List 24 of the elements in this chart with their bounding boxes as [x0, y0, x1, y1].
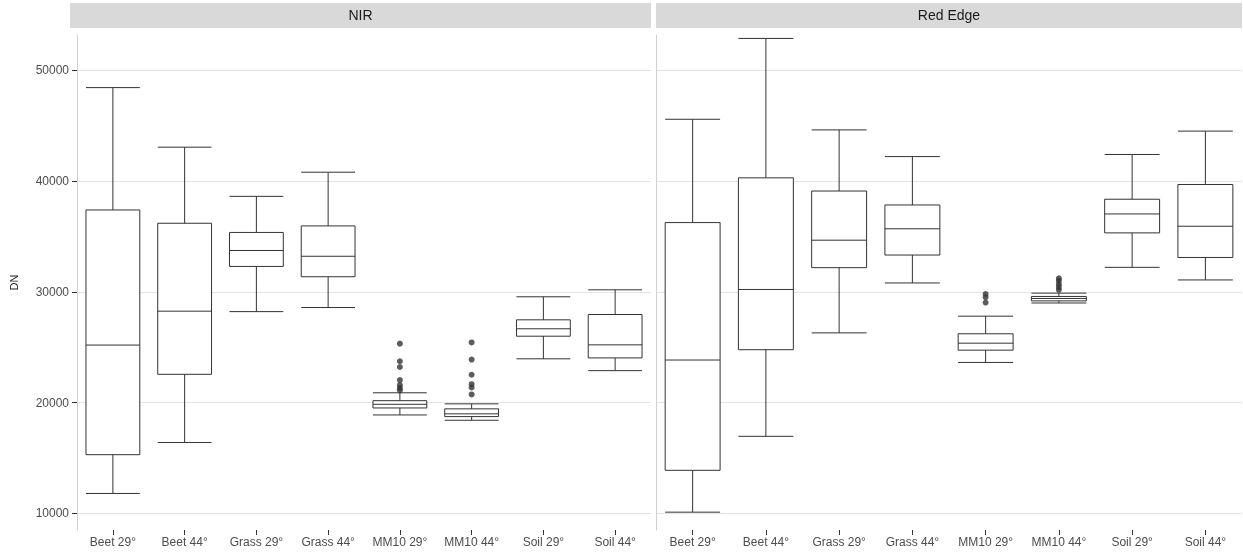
x-tick-label: Soil 29°	[522, 535, 565, 549]
chart-title: Red Edge	[656, 3, 1242, 28]
y-tick-label: 10000	[35, 506, 70, 521]
x-tick-label: MM10 29°	[372, 535, 428, 549]
chart-title: NIR	[70, 3, 651, 28]
x-tick-label: Grass 44°	[885, 535, 940, 549]
y-tick-label: 50000	[35, 63, 70, 78]
y-tick-label: 40000	[35, 174, 70, 189]
x-tick-label: MM10 44°	[1031, 535, 1087, 549]
y-axis-title: DN	[7, 274, 20, 291]
x-tick-label: Soil 29°	[1111, 535, 1154, 549]
x-tick-label: Beet 44°	[742, 535, 790, 549]
x-tick-label: Grass 29°	[812, 535, 867, 549]
x-tick-label: Grass 29°	[229, 535, 284, 549]
x-tick-label: Soil 44°	[594, 535, 637, 549]
y-tick-label: 20000	[35, 395, 70, 410]
y-tick-label: 30000	[35, 284, 70, 299]
x-tick-label: Beet 44°	[161, 535, 208, 549]
x-tick-label: Soil 44°	[1184, 535, 1227, 549]
x-tick-label: Beet 29°	[89, 535, 137, 549]
x-tick-label: MM10 29°	[958, 535, 1014, 549]
x-tick-label: Beet 29°	[669, 535, 716, 549]
x-tick-label: MM10 44°	[444, 535, 500, 549]
x-tick-label: Grass 44°	[301, 535, 356, 549]
